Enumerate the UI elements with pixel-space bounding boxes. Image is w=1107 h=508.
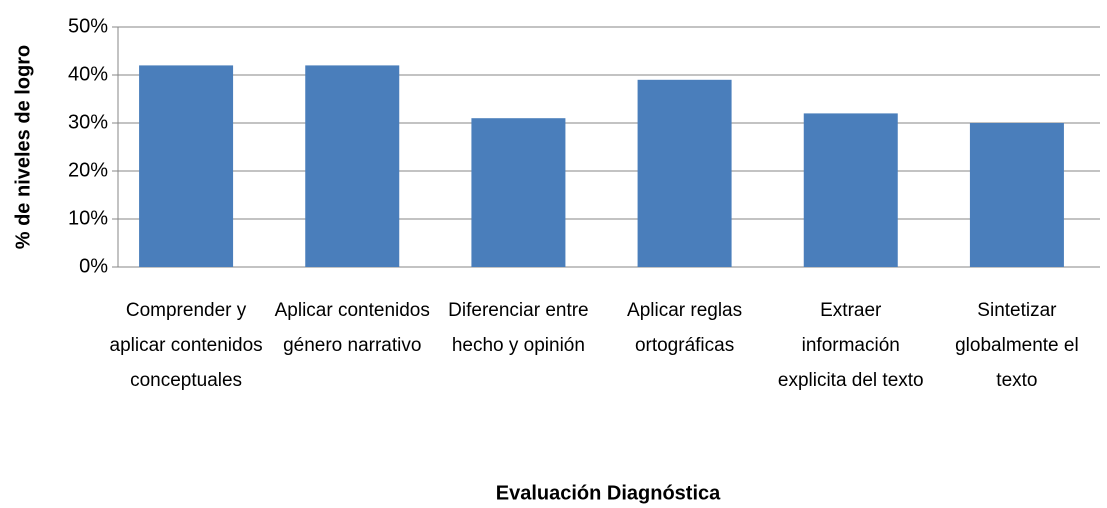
y-axis-title: % de niveles de logro (12, 45, 34, 250)
x-tick-label: Extraer información explicita del texto (777, 300, 924, 391)
x-tick-label: Comprender y aplicar contenidos conceptu… (109, 300, 263, 391)
bar (803, 113, 898, 268)
bar (139, 65, 234, 268)
bar (637, 79, 732, 267)
y-tick-label: 20% (68, 159, 108, 181)
x-tick-label: Aplicar contenidos género narrativo (274, 300, 430, 356)
x-axis-title: Evaluación Diagnóstica (496, 482, 721, 504)
y-tick-label: 0% (79, 255, 108, 277)
x-tick-label: Aplicar reglas ortográficas (627, 300, 743, 356)
y-tick-label: 40% (68, 63, 108, 85)
y-tick-label: 50% (68, 15, 108, 37)
bar (305, 65, 400, 268)
x-tick-label: Diferenciar entre hecho y opinión (448, 300, 589, 356)
y-tick-label: 10% (68, 207, 108, 229)
bar (969, 123, 1064, 267)
x-tick-label: Sintetizar globalmente el texto (955, 300, 1079, 391)
y-tick-label: 30% (68, 111, 108, 133)
bar (471, 118, 566, 267)
